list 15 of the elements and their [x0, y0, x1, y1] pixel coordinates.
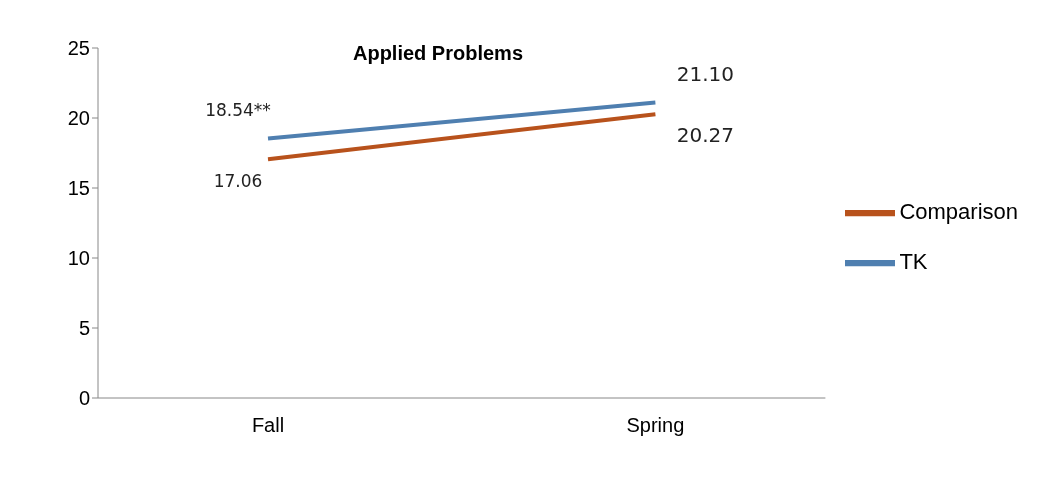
y-tick-label: 0	[78, 387, 90, 410]
data-label: 18.54**	[205, 100, 271, 121]
data-label: 21.10	[676, 61, 735, 86]
chart-title: Applied Problems	[352, 42, 524, 64]
y-tick-label: 10	[67, 247, 90, 270]
y-tick-label: 20	[67, 107, 90, 130]
data-label: 17.06	[213, 171, 263, 192]
x-tick-label: Spring	[626, 414, 685, 437]
y-tick-label: 5	[78, 317, 90, 340]
y-tick-label: 25	[67, 37, 90, 60]
legend-label: Comparison	[899, 198, 1018, 224]
x-tick-label: Fall	[251, 414, 285, 437]
y-tick-label: 15	[67, 177, 90, 200]
legend-label: TK	[899, 248, 928, 274]
data-label: 20.27	[676, 123, 735, 148]
